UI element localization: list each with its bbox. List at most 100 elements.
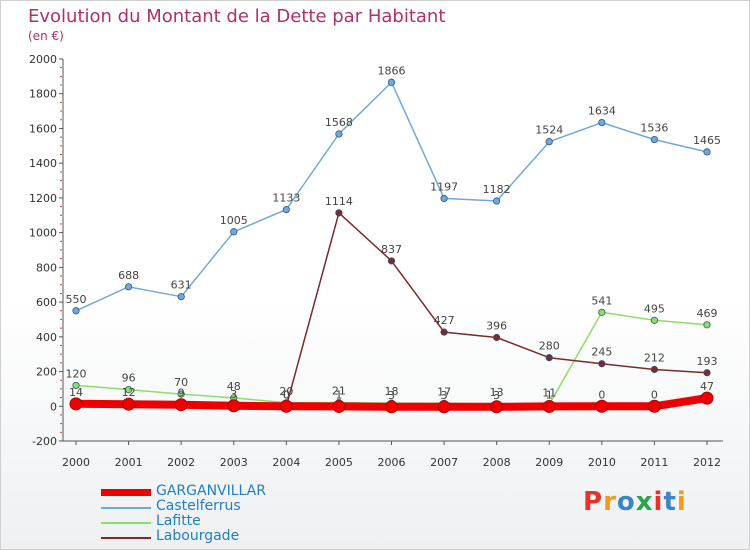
data-label: 3 xyxy=(230,388,237,401)
data-point xyxy=(124,283,133,291)
x-tick-label: 2000 xyxy=(62,456,90,469)
data-label: 1182 xyxy=(483,183,511,196)
data-point xyxy=(598,360,606,368)
data-label: 11 xyxy=(542,386,556,399)
data-point xyxy=(279,399,293,413)
legend-swatch xyxy=(101,522,151,524)
data-point xyxy=(177,293,185,301)
data-point xyxy=(124,386,133,394)
data-label: 550 xyxy=(66,293,87,306)
x-tick-label: 2006 xyxy=(378,456,406,469)
data-point xyxy=(493,333,501,342)
data-label: 1634 xyxy=(588,105,616,118)
data-label: 0 xyxy=(651,388,658,401)
data-point xyxy=(387,257,396,265)
data-point xyxy=(230,228,238,236)
data-point xyxy=(490,400,504,414)
y-tick-label: 600 xyxy=(36,296,57,309)
data-point xyxy=(440,328,448,336)
data-point xyxy=(69,397,83,411)
data-point xyxy=(174,398,188,412)
data-label: 9 xyxy=(178,387,185,400)
legend-swatch xyxy=(101,507,151,509)
data-label: 3 xyxy=(493,389,500,402)
data-point xyxy=(703,148,711,156)
data-label: 212 xyxy=(644,351,665,364)
data-label: 245 xyxy=(591,346,612,359)
data-label: 427 xyxy=(434,314,455,327)
data-label: 1568 xyxy=(325,116,353,129)
data-point xyxy=(647,399,661,413)
x-tick-label: 2003 xyxy=(220,456,248,469)
data-label: 17 xyxy=(437,385,451,398)
y-tick-label: 200 xyxy=(36,366,57,379)
y-tick-label: 800 xyxy=(36,261,57,274)
x-tick-label: 2009 xyxy=(535,456,563,469)
x-tick-label: 2004 xyxy=(272,456,300,469)
chart-subtitle: (en €) xyxy=(28,29,64,43)
legend-label: Lafitte xyxy=(156,513,201,529)
chart-title: Evolution du Montant de la Dette par Hab… xyxy=(28,6,446,27)
data-point xyxy=(542,399,556,413)
y-tick-label: 1400 xyxy=(29,157,57,170)
x-tick-label: 2012 xyxy=(693,456,721,469)
data-label: 193 xyxy=(697,355,718,368)
data-point xyxy=(703,321,711,329)
data-label: 3 xyxy=(441,389,448,402)
logo-letter: o xyxy=(616,487,636,517)
data-label: 12 xyxy=(122,386,136,399)
logo-letter: x xyxy=(635,487,654,517)
data-label: 120 xyxy=(66,367,87,380)
data-label: 1 xyxy=(335,388,342,401)
data-label: 1536 xyxy=(640,122,668,135)
x-tick-label: 2007 xyxy=(430,456,458,469)
data-point xyxy=(650,365,659,374)
data-label: 1114 xyxy=(325,195,353,208)
data-label: 1005 xyxy=(220,214,248,227)
data-label: 631 xyxy=(171,279,192,292)
data-point xyxy=(545,138,553,146)
data-label: 47 xyxy=(700,380,714,393)
data-label: 0 xyxy=(598,388,605,401)
y-tick-label: 0 xyxy=(50,400,57,413)
data-label: 396 xyxy=(486,320,507,333)
data-point xyxy=(545,354,553,362)
data-point xyxy=(282,205,290,214)
x-tick-label: 2008 xyxy=(483,456,511,469)
data-label: 14 xyxy=(69,386,83,399)
x-tick-label: 2011 xyxy=(640,456,668,469)
data-label: 1465 xyxy=(693,134,721,147)
data-point xyxy=(72,381,80,390)
data-label: 541 xyxy=(591,294,612,307)
x-tick-label: 2002 xyxy=(167,456,195,469)
data-point xyxy=(703,369,711,377)
data-label: 1866 xyxy=(378,64,406,77)
data-label: 469 xyxy=(697,307,718,320)
data-point xyxy=(650,316,659,324)
legend-swatch xyxy=(101,537,151,539)
data-label: 18 xyxy=(385,385,399,398)
data-point xyxy=(700,391,714,405)
logo-letter: r xyxy=(603,487,617,517)
data-point xyxy=(598,118,606,127)
data-label: 1524 xyxy=(535,124,563,137)
data-label: 688 xyxy=(118,269,139,282)
data-label: 96 xyxy=(122,372,136,385)
x-tick-label: 2010 xyxy=(588,456,616,469)
data-point xyxy=(387,78,396,86)
data-point xyxy=(493,197,501,205)
data-point xyxy=(437,400,451,414)
data-point xyxy=(440,194,448,203)
data-label: 70 xyxy=(174,376,188,389)
data-label: 1 xyxy=(546,388,553,401)
data-point xyxy=(122,397,136,411)
proxiti-logo: Proxiti xyxy=(583,487,687,517)
data-label: 13 xyxy=(490,386,504,399)
data-point xyxy=(650,135,659,144)
data-label: 495 xyxy=(644,302,665,315)
legend-label: Castelferrus xyxy=(156,498,241,514)
data-point xyxy=(385,400,398,414)
data-label: 48 xyxy=(227,380,241,393)
